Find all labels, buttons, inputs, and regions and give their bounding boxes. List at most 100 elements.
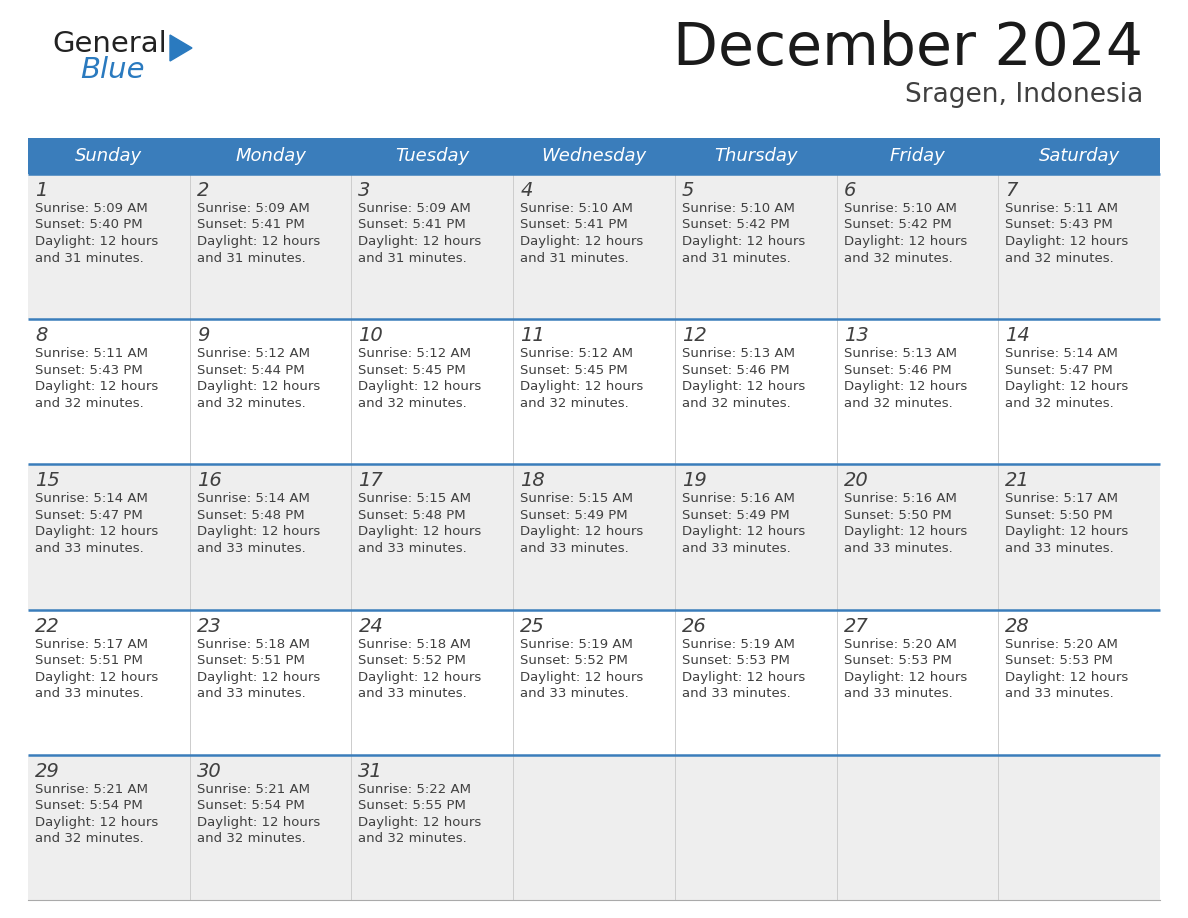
- Text: and 32 minutes.: and 32 minutes.: [359, 833, 467, 845]
- Text: and 33 minutes.: and 33 minutes.: [1005, 542, 1114, 554]
- Text: 11: 11: [520, 326, 545, 345]
- Text: and 32 minutes.: and 32 minutes.: [34, 397, 144, 409]
- Text: and 33 minutes.: and 33 minutes.: [1005, 687, 1114, 700]
- Text: Sunset: 5:53 PM: Sunset: 5:53 PM: [682, 655, 790, 667]
- Text: Daylight: 12 hours: Daylight: 12 hours: [1005, 525, 1129, 538]
- Text: and 32 minutes.: and 32 minutes.: [34, 833, 144, 845]
- Text: 6: 6: [843, 181, 855, 200]
- Text: and 32 minutes.: and 32 minutes.: [1005, 397, 1114, 409]
- Text: Sunrise: 5:21 AM: Sunrise: 5:21 AM: [34, 783, 148, 796]
- Text: Saturday: Saturday: [1038, 147, 1120, 165]
- Text: Monday: Monday: [235, 147, 307, 165]
- Text: Sunrise: 5:15 AM: Sunrise: 5:15 AM: [520, 492, 633, 506]
- Text: Sunrise: 5:10 AM: Sunrise: 5:10 AM: [682, 202, 795, 215]
- Text: Daylight: 12 hours: Daylight: 12 hours: [34, 816, 158, 829]
- Text: Sunrise: 5:17 AM: Sunrise: 5:17 AM: [34, 638, 148, 651]
- Text: Daylight: 12 hours: Daylight: 12 hours: [197, 671, 320, 684]
- Text: Sunset: 5:52 PM: Sunset: 5:52 PM: [520, 655, 628, 667]
- Text: 24: 24: [359, 617, 384, 635]
- Text: and 33 minutes.: and 33 minutes.: [359, 542, 467, 554]
- Text: Sunset: 5:52 PM: Sunset: 5:52 PM: [359, 655, 467, 667]
- Text: Sunrise: 5:13 AM: Sunrise: 5:13 AM: [843, 347, 956, 360]
- Text: 13: 13: [843, 326, 868, 345]
- Text: and 33 minutes.: and 33 minutes.: [197, 542, 305, 554]
- Text: 26: 26: [682, 617, 707, 635]
- Text: Daylight: 12 hours: Daylight: 12 hours: [843, 671, 967, 684]
- Text: 21: 21: [1005, 472, 1030, 490]
- Text: General: General: [52, 30, 166, 58]
- Text: Sunrise: 5:13 AM: Sunrise: 5:13 AM: [682, 347, 795, 360]
- Text: Sunset: 5:40 PM: Sunset: 5:40 PM: [34, 218, 143, 231]
- Text: and 32 minutes.: and 32 minutes.: [843, 397, 953, 409]
- Text: Sunrise: 5:21 AM: Sunrise: 5:21 AM: [197, 783, 310, 796]
- Text: Sunrise: 5:11 AM: Sunrise: 5:11 AM: [34, 347, 148, 360]
- Text: Sunrise: 5:12 AM: Sunrise: 5:12 AM: [520, 347, 633, 360]
- Text: Sunrise: 5:22 AM: Sunrise: 5:22 AM: [359, 783, 472, 796]
- Polygon shape: [170, 35, 192, 61]
- Text: and 33 minutes.: and 33 minutes.: [843, 542, 953, 554]
- Text: Daylight: 12 hours: Daylight: 12 hours: [34, 525, 158, 538]
- Text: Sunset: 5:53 PM: Sunset: 5:53 PM: [1005, 655, 1113, 667]
- Text: Sunset: 5:47 PM: Sunset: 5:47 PM: [34, 509, 143, 522]
- Text: and 32 minutes.: and 32 minutes.: [359, 397, 467, 409]
- Text: Daylight: 12 hours: Daylight: 12 hours: [359, 380, 481, 393]
- Text: Daylight: 12 hours: Daylight: 12 hours: [1005, 671, 1129, 684]
- Text: 29: 29: [34, 762, 59, 781]
- Text: Daylight: 12 hours: Daylight: 12 hours: [520, 525, 644, 538]
- Text: Sunrise: 5:17 AM: Sunrise: 5:17 AM: [1005, 492, 1118, 506]
- Text: 3: 3: [359, 181, 371, 200]
- Text: 22: 22: [34, 617, 59, 635]
- Text: Sunrise: 5:14 AM: Sunrise: 5:14 AM: [197, 492, 310, 506]
- Text: Sunrise: 5:10 AM: Sunrise: 5:10 AM: [520, 202, 633, 215]
- Text: 18: 18: [520, 472, 545, 490]
- Bar: [29, 138, 1159, 174]
- Bar: [29, 465, 1159, 610]
- Text: Sunset: 5:45 PM: Sunset: 5:45 PM: [359, 364, 466, 376]
- Text: Thursday: Thursday: [714, 147, 797, 165]
- Text: 2: 2: [197, 181, 209, 200]
- Text: Daylight: 12 hours: Daylight: 12 hours: [520, 380, 644, 393]
- Text: and 31 minutes.: and 31 minutes.: [359, 252, 467, 264]
- Text: Daylight: 12 hours: Daylight: 12 hours: [682, 525, 805, 538]
- Text: Sunset: 5:48 PM: Sunset: 5:48 PM: [197, 509, 304, 522]
- Text: Daylight: 12 hours: Daylight: 12 hours: [682, 671, 805, 684]
- Text: Daylight: 12 hours: Daylight: 12 hours: [197, 235, 320, 248]
- Text: and 33 minutes.: and 33 minutes.: [682, 687, 790, 700]
- Text: Sunday: Sunday: [75, 147, 143, 165]
- Text: Sunset: 5:55 PM: Sunset: 5:55 PM: [359, 800, 467, 812]
- Text: Sunrise: 5:09 AM: Sunrise: 5:09 AM: [359, 202, 472, 215]
- Text: 9: 9: [197, 326, 209, 345]
- Text: 27: 27: [843, 617, 868, 635]
- Text: and 31 minutes.: and 31 minutes.: [520, 252, 628, 264]
- Text: Sunset: 5:50 PM: Sunset: 5:50 PM: [1005, 509, 1113, 522]
- Text: Sunset: 5:46 PM: Sunset: 5:46 PM: [682, 364, 790, 376]
- Text: Sunset: 5:44 PM: Sunset: 5:44 PM: [197, 364, 304, 376]
- Text: and 33 minutes.: and 33 minutes.: [843, 687, 953, 700]
- Text: 7: 7: [1005, 181, 1018, 200]
- Bar: [29, 755, 1159, 900]
- Text: and 33 minutes.: and 33 minutes.: [359, 687, 467, 700]
- Text: Daylight: 12 hours: Daylight: 12 hours: [197, 816, 320, 829]
- Text: and 33 minutes.: and 33 minutes.: [520, 542, 628, 554]
- Text: and 31 minutes.: and 31 minutes.: [682, 252, 790, 264]
- Text: Sunrise: 5:12 AM: Sunrise: 5:12 AM: [359, 347, 472, 360]
- Text: Sunset: 5:41 PM: Sunset: 5:41 PM: [359, 218, 466, 231]
- Text: and 33 minutes.: and 33 minutes.: [197, 687, 305, 700]
- Text: Sunset: 5:50 PM: Sunset: 5:50 PM: [843, 509, 952, 522]
- Text: Sunset: 5:54 PM: Sunset: 5:54 PM: [34, 800, 143, 812]
- Text: Sunrise: 5:09 AM: Sunrise: 5:09 AM: [34, 202, 147, 215]
- Text: Sunrise: 5:09 AM: Sunrise: 5:09 AM: [197, 202, 309, 215]
- Text: and 33 minutes.: and 33 minutes.: [682, 542, 790, 554]
- Text: 4: 4: [520, 181, 532, 200]
- Text: Sunrise: 5:18 AM: Sunrise: 5:18 AM: [359, 638, 472, 651]
- Text: Sunrise: 5:16 AM: Sunrise: 5:16 AM: [843, 492, 956, 506]
- Text: Daylight: 12 hours: Daylight: 12 hours: [359, 525, 481, 538]
- Text: Daylight: 12 hours: Daylight: 12 hours: [843, 235, 967, 248]
- Text: 25: 25: [520, 617, 545, 635]
- Text: Sunset: 5:51 PM: Sunset: 5:51 PM: [197, 655, 304, 667]
- Text: and 31 minutes.: and 31 minutes.: [197, 252, 305, 264]
- Text: 12: 12: [682, 326, 707, 345]
- Text: Sunset: 5:54 PM: Sunset: 5:54 PM: [197, 800, 304, 812]
- Text: Sunset: 5:49 PM: Sunset: 5:49 PM: [520, 509, 627, 522]
- Text: Sunrise: 5:18 AM: Sunrise: 5:18 AM: [197, 638, 310, 651]
